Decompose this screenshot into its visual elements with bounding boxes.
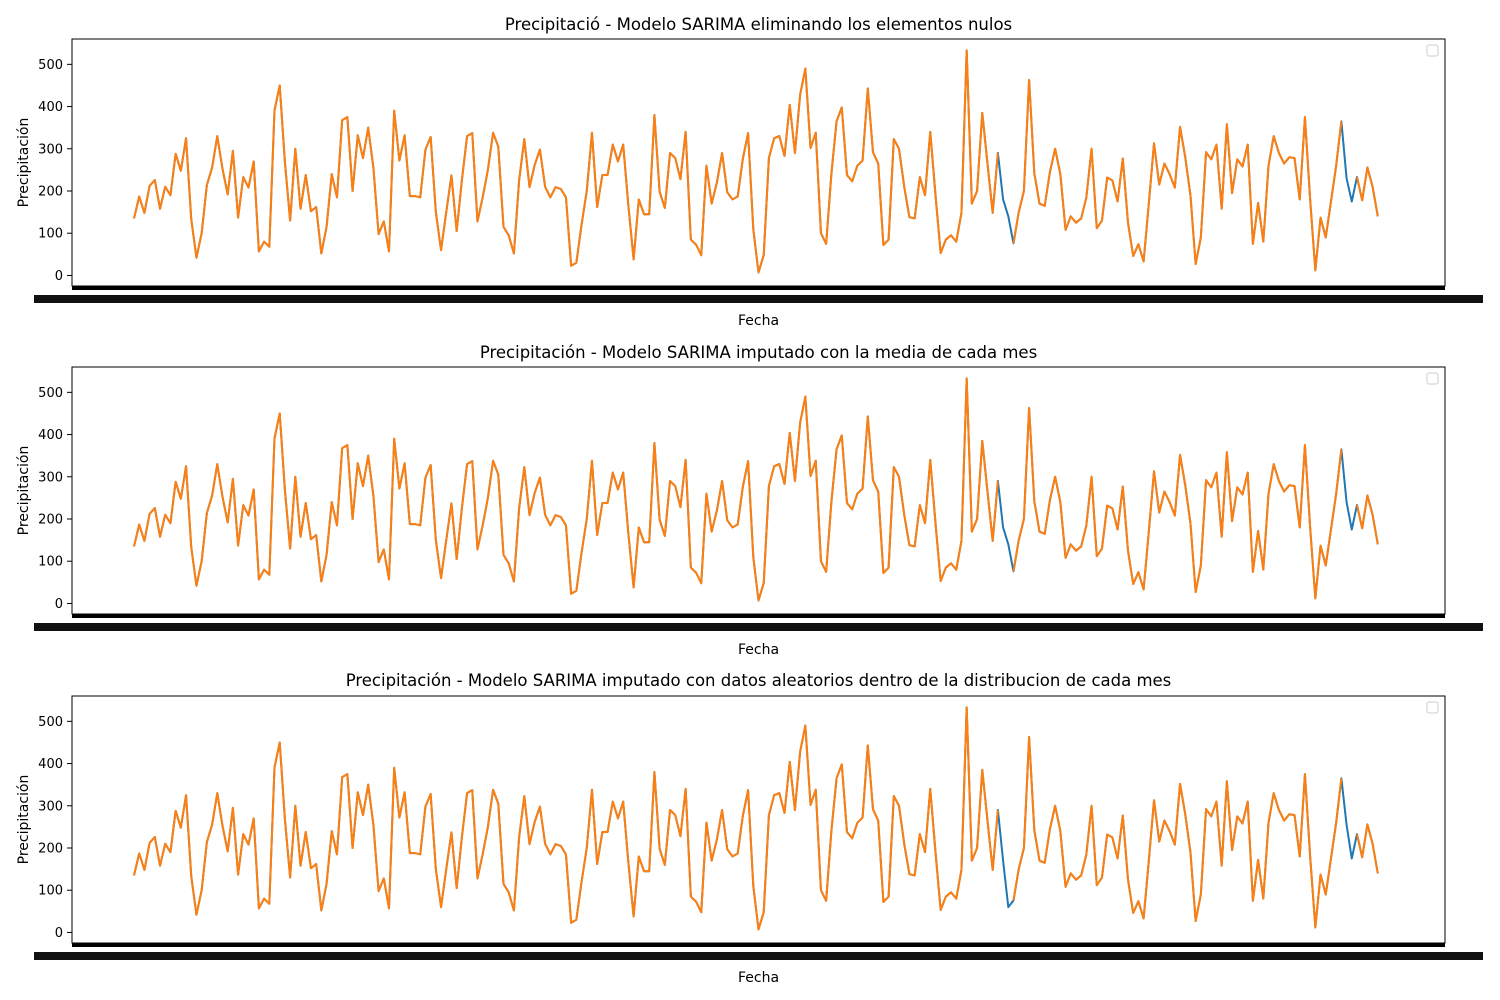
axes-frame	[71, 38, 1446, 287]
chart-title: Precipitación - Modelo SARIMA imputado c…	[480, 343, 1037, 362]
y-tick-label: 300	[38, 142, 63, 157]
series-line-2	[133, 377, 1379, 602]
y-tick-label: 200	[38, 842, 63, 857]
x-axis-label: Fecha	[738, 313, 779, 329]
y-tick-label: 100	[38, 227, 63, 242]
x-tick-labels-band	[34, 623, 1483, 631]
y-axis-label: Precipitación	[16, 775, 32, 865]
y-tick-label: 500	[38, 386, 63, 401]
subplot-1: 0 100 200 300 400 500 Precipitació - Modelo SA…	[16, 15, 1483, 329]
y-tick-label: 400	[38, 757, 63, 772]
y-tick-label: 400	[38, 428, 63, 443]
y-tick-label: 0	[55, 269, 63, 284]
y-tick-label: 500	[38, 715, 63, 730]
legend-box	[1426, 372, 1439, 385]
y-axis-label: Precipitación	[16, 446, 32, 536]
chart-title: Precipitación - Modelo SARIMA imputado c…	[346, 671, 1172, 690]
x-tick-marks-band	[72, 286, 1445, 290]
y-tick-label: 200	[38, 185, 63, 200]
y-tick-label: 200	[38, 513, 63, 528]
y-axis-label: Precipitación	[16, 118, 32, 208]
legend-box	[1426, 44, 1439, 57]
legend-box	[1426, 701, 1439, 714]
y-tick-label: 500	[38, 58, 63, 73]
series-line-2	[133, 706, 1379, 931]
y-tick-label: 400	[38, 100, 63, 115]
subplot-3: 0 100 200 300 400 500 Precipitación - Modelo S…	[16, 671, 1483, 986]
chart-title: Precipitació - Modelo SARIMA eliminando …	[505, 15, 1012, 34]
x-tick-marks-band	[72, 943, 1445, 947]
series-line-2	[133, 49, 1379, 274]
y-tick-label: 300	[38, 470, 63, 485]
x-tick-labels-band	[34, 295, 1483, 303]
subplot-2: 0 100 200 300 400 500 Precipitación - Modelo S…	[16, 343, 1483, 658]
y-tick-label: 0	[55, 597, 63, 612]
x-axis-label: Fecha	[738, 970, 779, 986]
axes-frame	[71, 366, 1446, 615]
y-tick-label: 300	[38, 799, 63, 814]
y-tick-label: 100	[38, 884, 63, 899]
y-tick-label: 0	[55, 926, 63, 941]
axes-frame	[71, 695, 1446, 944]
y-tick-label: 100	[38, 555, 63, 570]
x-tick-marks-band	[72, 614, 1445, 618]
x-axis-label: Fecha	[738, 642, 779, 658]
x-tick-labels-band	[34, 952, 1483, 960]
